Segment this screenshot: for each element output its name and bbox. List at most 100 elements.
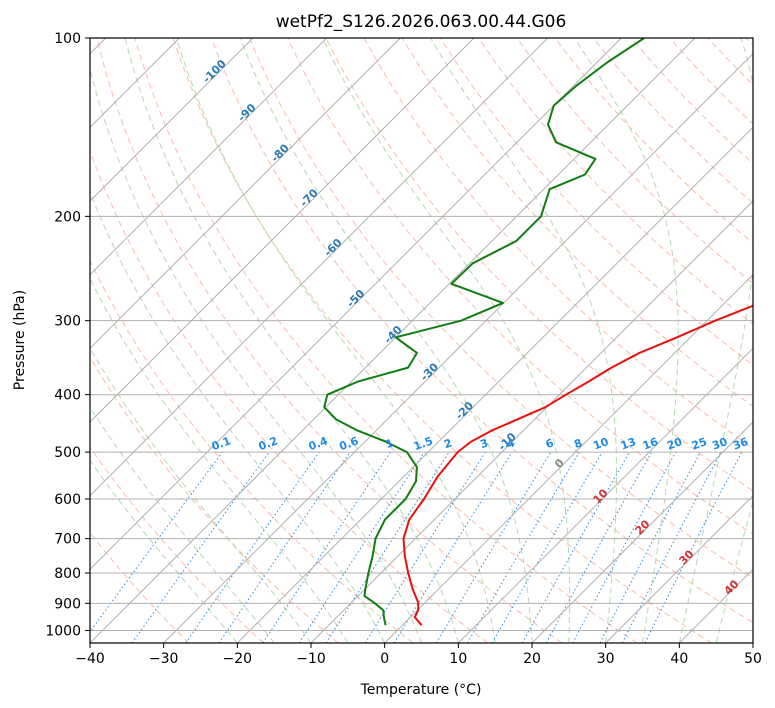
line-label-layer: -100-90-80-70-60-50-40-30-20-10010203040… [200,57,750,598]
mixing-ratio-line [325,451,450,643]
mixing-ratio-line [131,451,270,643]
dry-adiabat-label: -50 [344,287,367,310]
isotherm [90,38,475,423]
x-axis-label: Temperature (°C) [360,682,482,698]
y-tick-label: 900 [54,596,81,612]
dry-adiabat [90,149,488,643]
dry-adiabat-label: -40 [382,323,405,346]
mixing-ratio-line [599,451,701,643]
moist-adiabat [175,38,496,643]
mixing-ratio-line [393,451,513,643]
mixing-ratio-label: 16 [641,435,660,453]
mixing-ratio-line [298,451,425,643]
dry-adiabat [90,532,190,643]
moist-adiabat [239,38,533,643]
dry-adiabat [325,38,753,492]
temperature-profile-line [402,304,753,626]
moist-adiabat [90,277,349,643]
moist-adiabat [430,38,617,643]
dry-adiabat-label: -90 [235,101,258,124]
moist-adiabat [90,346,312,643]
dry-adiabat [478,38,753,325]
dry-adiabat-label: -30 [418,360,441,383]
y-tick-label: 600 [54,492,81,508]
dry-adiabat [745,38,753,46]
isotherm [90,38,328,276]
y-tick-label: 500 [54,445,81,461]
dry-adiabat [90,446,264,643]
x-tick-label: 10 [449,651,467,667]
isotherm [90,38,549,497]
moist-adiabat [574,38,679,643]
dry-adiabat [90,259,414,643]
moist-adiabat [90,66,422,643]
mixing-ratio-label: 8 [572,436,584,451]
x-axis: −40 −30 −20 −10 0 10 20 30 40 50 [75,643,762,667]
mixing-ratio-label: 0.6 [338,434,361,453]
mixing-ratio-label: 3 [478,436,490,451]
dry-adiabat [134,38,638,643]
series-layer [323,38,753,626]
dry-adiabat [287,38,753,535]
mixing-ratio-line [545,451,653,643]
moist-adiabat [90,190,386,643]
y-axis-label: Pressure (hPa) [12,290,28,390]
x-tick-label: −30 [149,651,179,667]
mixing-ratio-line [185,451,320,643]
moist-adiabat-label: 10 [591,486,611,506]
dry-adiabat [90,356,339,643]
dry-adiabat [249,38,753,579]
mixing-ratio-line [218,451,351,643]
moist-adiabat [124,38,459,643]
mixing-ratio-label: 4 [505,436,517,451]
y-tick-label: 100 [54,31,81,47]
mixing-ratio-label: 6 [544,436,556,451]
mixing-ratio-label: 10 [591,435,610,453]
moist-adiabat-label: 30 [677,547,697,567]
mixing-ratio-line [90,451,223,633]
isotherm [90,38,254,202]
moist-adiabat-label: 40 [722,577,742,597]
isotherm [605,494,753,643]
dry-adiabat-label: -20 [453,399,476,422]
x-tick-label: 30 [597,651,615,667]
isotherm [752,642,753,643]
plot-frame [89,37,754,644]
mixing-ratio-label: 25 [690,435,709,452]
y-tick-label: 800 [54,566,81,582]
grid-layer [90,38,753,643]
dry-adiabat [172,38,712,643]
dry-adiabat [707,38,753,86]
mixing-ratio-label: 1 [384,436,396,451]
mixing-ratio-label: 36 [731,435,750,453]
mixing-ratio-line [262,451,392,643]
y-tick-label: 400 [54,388,81,404]
x-tick-label: −20 [223,651,253,667]
mixing-ratio-label: 1.5 [412,434,435,453]
y-axis: 1000 900 800 700 600 500 400 300 200 100 [45,31,90,639]
dewpoint-profile-line [323,38,645,626]
isotherm [384,273,753,643]
isotherm [531,421,753,643]
mixing-ratio-label: 20 [665,435,684,453]
isotherm [310,200,753,643]
mixing-ratio-label: 0.2 [257,434,280,453]
moist-adiabat [715,499,753,643]
moist-adiabat [90,459,238,643]
mixing-ratio-line [644,451,743,643]
dry-adiabat [210,38,753,624]
mixing-ratio-label: 0.4 [307,434,330,453]
x-tick-label: 20 [523,651,541,667]
mixing-ratio-line [572,451,677,643]
y-tick-label: 700 [54,532,81,548]
dry-adiabat-label: -60 [321,236,344,259]
chart-title: wetPf2_S126.2026.063.00.44.G06 [276,12,567,32]
y-tick-label: 300 [54,314,81,330]
x-tick-label: 50 [744,651,762,667]
mixing-ratio-label: 2 [442,436,454,451]
isotherm [90,38,401,350]
isotherm [90,38,696,643]
isotherm [236,126,753,643]
x-tick-label: 0 [380,651,389,667]
